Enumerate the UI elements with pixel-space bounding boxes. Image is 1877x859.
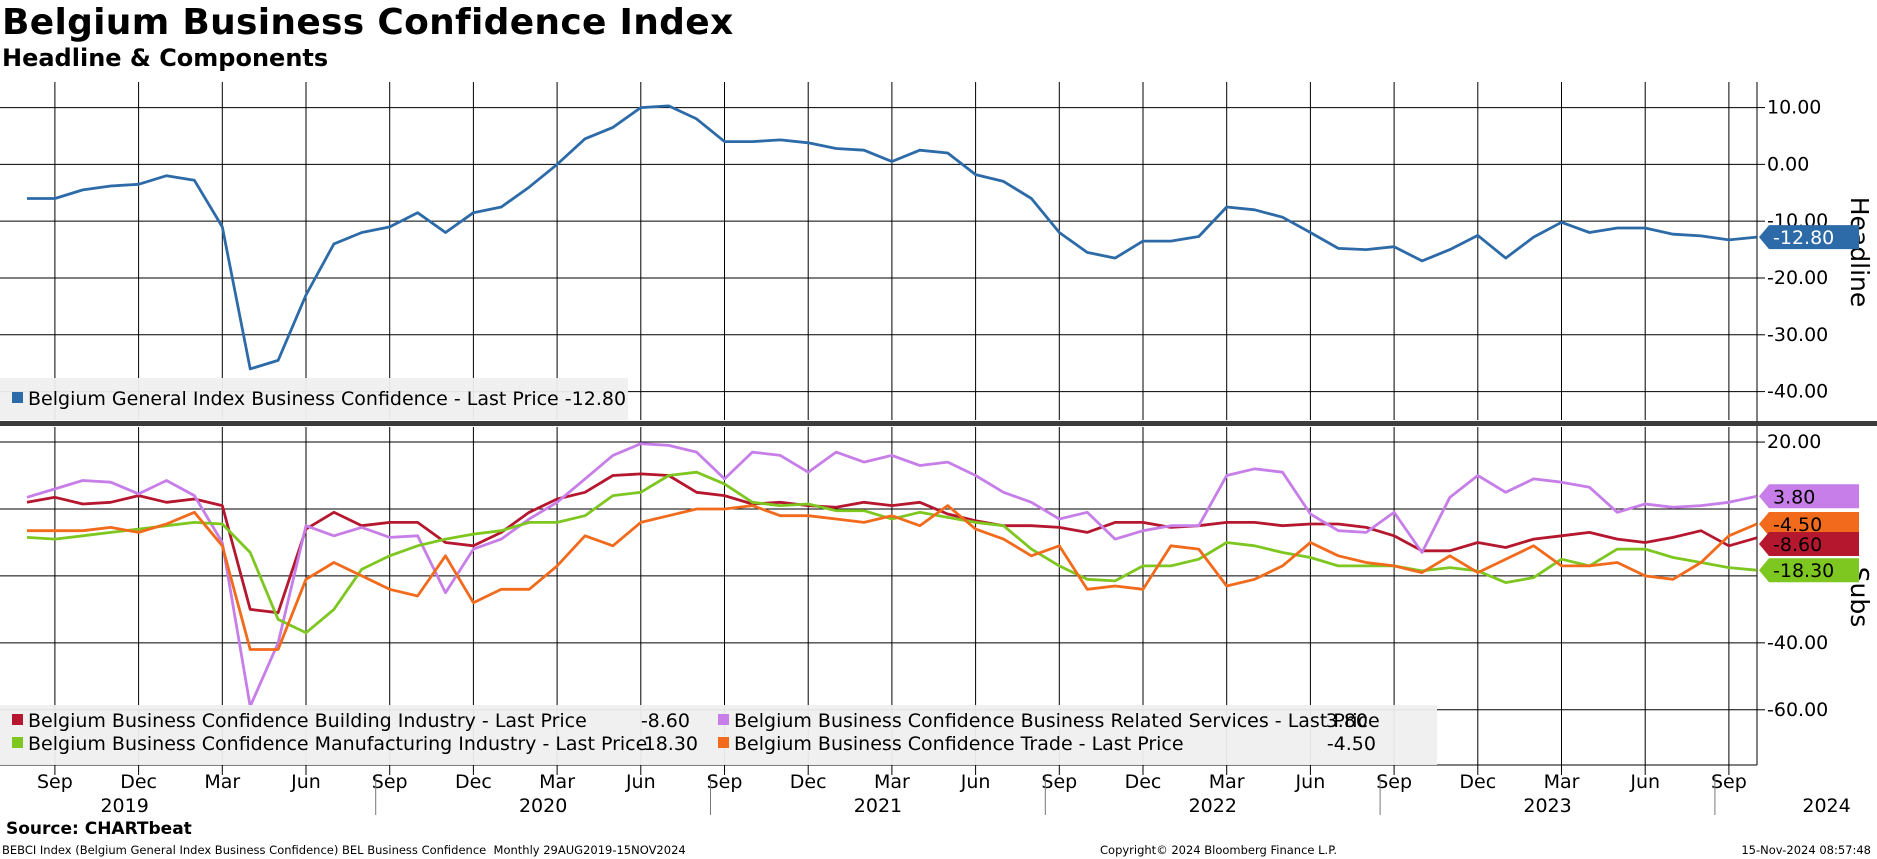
- x-tick-label: Jun: [1629, 771, 1660, 793]
- last-value-label: -12.80: [1773, 227, 1834, 249]
- legend-swatch: [718, 714, 729, 725]
- legend-swatch: [718, 737, 729, 748]
- chart-title: Belgium Business Confidence Index: [2, 2, 734, 43]
- y-tick-label: 20.00: [1767, 431, 1821, 453]
- last-value-tag: [1759, 558, 1859, 583]
- x-tick-label: Dec: [455, 771, 492, 793]
- y-axis-title-headline: Headline: [1845, 197, 1874, 308]
- x-tick-label: Sep: [1376, 771, 1412, 793]
- x-tick-label: Dec: [790, 771, 827, 793]
- footer-timestamp: 15-Nov-2024 08:57:48: [1741, 843, 1871, 857]
- footer-copyright: Copyright© 2024 Bloomberg Finance L.P.: [1100, 843, 1337, 857]
- x-tick-label: Mar: [1209, 771, 1245, 793]
- x-year-label: 2024: [1802, 795, 1850, 817]
- legend-swatch: [12, 737, 23, 748]
- x-tick-label: Mar: [539, 771, 575, 793]
- legend-swatch: [12, 392, 23, 403]
- x-year-label: 2021: [854, 795, 902, 817]
- x-year-label: 2023: [1523, 795, 1571, 817]
- y-tick-label: -40.00: [1767, 632, 1828, 654]
- last-value-label: -8.60: [1773, 534, 1822, 556]
- x-tick-label: Sep: [372, 771, 408, 793]
- legend-box: [0, 378, 628, 420]
- panel-divider: [0, 421, 1877, 426]
- footer-ticker-info: BEBCI Index (Belgium General Index Busin…: [2, 843, 686, 857]
- y-tick-label: -30.00: [1767, 324, 1828, 346]
- x-tick-label: Dec: [120, 771, 157, 793]
- y-tick-label: -40.00: [1767, 381, 1828, 403]
- chart-subtitle: Headline & Components: [2, 44, 329, 72]
- x-year-label: 2022: [1189, 795, 1237, 817]
- x-tick-label: Mar: [204, 771, 240, 793]
- last-value-label: 3.80: [1773, 486, 1815, 508]
- legend-label: Belgium General Index Business Confidenc…: [28, 388, 626, 410]
- x-tick-label: Jun: [290, 771, 321, 793]
- x-tick-label: Sep: [1041, 771, 1077, 793]
- x-tick-label: Jun: [625, 771, 656, 793]
- series-line: [26, 472, 1758, 615]
- subs-panel: 20.00-40.00-60.00Subs3.80-4.50-8.60-18.3…: [0, 431, 1874, 765]
- x-tick-label: Mar: [874, 771, 910, 793]
- y-tick-label: 0.00: [1767, 153, 1809, 175]
- legend-value: -18.30: [637, 733, 698, 755]
- series-line: [26, 442, 1758, 708]
- x-axis: Sep Dec Mar Jun Sep Dec Mar Jun Sep Dec Mar Jun Sep D…: [37, 765, 1851, 817]
- x-tick-label: Sep: [37, 771, 73, 793]
- legend-value: 3.80: [1326, 710, 1368, 732]
- last-value-label: -4.50: [1773, 514, 1822, 536]
- legend-label: Belgium Business Confidence Trade - Last…: [734, 733, 1184, 755]
- x-tick-label: Sep: [1711, 771, 1747, 793]
- source-note: Source: CHARTbeat: [6, 819, 192, 839]
- x-tick-label: Dec: [1125, 771, 1162, 793]
- last-value-tag: [1759, 532, 1859, 557]
- last-value-label: -18.30: [1773, 560, 1834, 582]
- x-tick-label: Dec: [1459, 771, 1496, 793]
- last-value-tag: [1759, 484, 1859, 509]
- x-year-label: 2020: [519, 795, 567, 817]
- series-line: [26, 470, 1757, 635]
- last-value-tag: [1759, 225, 1859, 250]
- y-tick-label: 10.00: [1767, 97, 1821, 119]
- series-line: [27, 504, 1758, 651]
- legend-label: Belgium Business Confidence Business Rel…: [734, 710, 1380, 732]
- legend-label: Belgium Business Confidence Building Ind…: [28, 710, 587, 732]
- panel-separator: [0, 421, 1877, 426]
- headline-panel: 10.000.00-10.00-20.00-30.00-40.00Headlin…: [0, 97, 1874, 420]
- legend-value: -4.50: [1327, 733, 1376, 755]
- legend-value: -8.60: [641, 710, 690, 732]
- x-tick-label: Mar: [1544, 771, 1580, 793]
- x-tick-label: Jun: [960, 771, 991, 793]
- legend-label: Belgium Business Confidence Manufacturin…: [28, 733, 647, 755]
- x-tick-label: Jun: [1295, 771, 1326, 793]
- last-value-tag: [1759, 512, 1859, 537]
- x-year-label: 2019: [100, 795, 148, 817]
- y-tick-label: -60.00: [1767, 699, 1828, 721]
- series-line: [27, 104, 1757, 371]
- y-tick-label: -20.00: [1767, 267, 1828, 289]
- x-tick-label: Sep: [707, 771, 743, 793]
- legend-swatch: [12, 714, 23, 725]
